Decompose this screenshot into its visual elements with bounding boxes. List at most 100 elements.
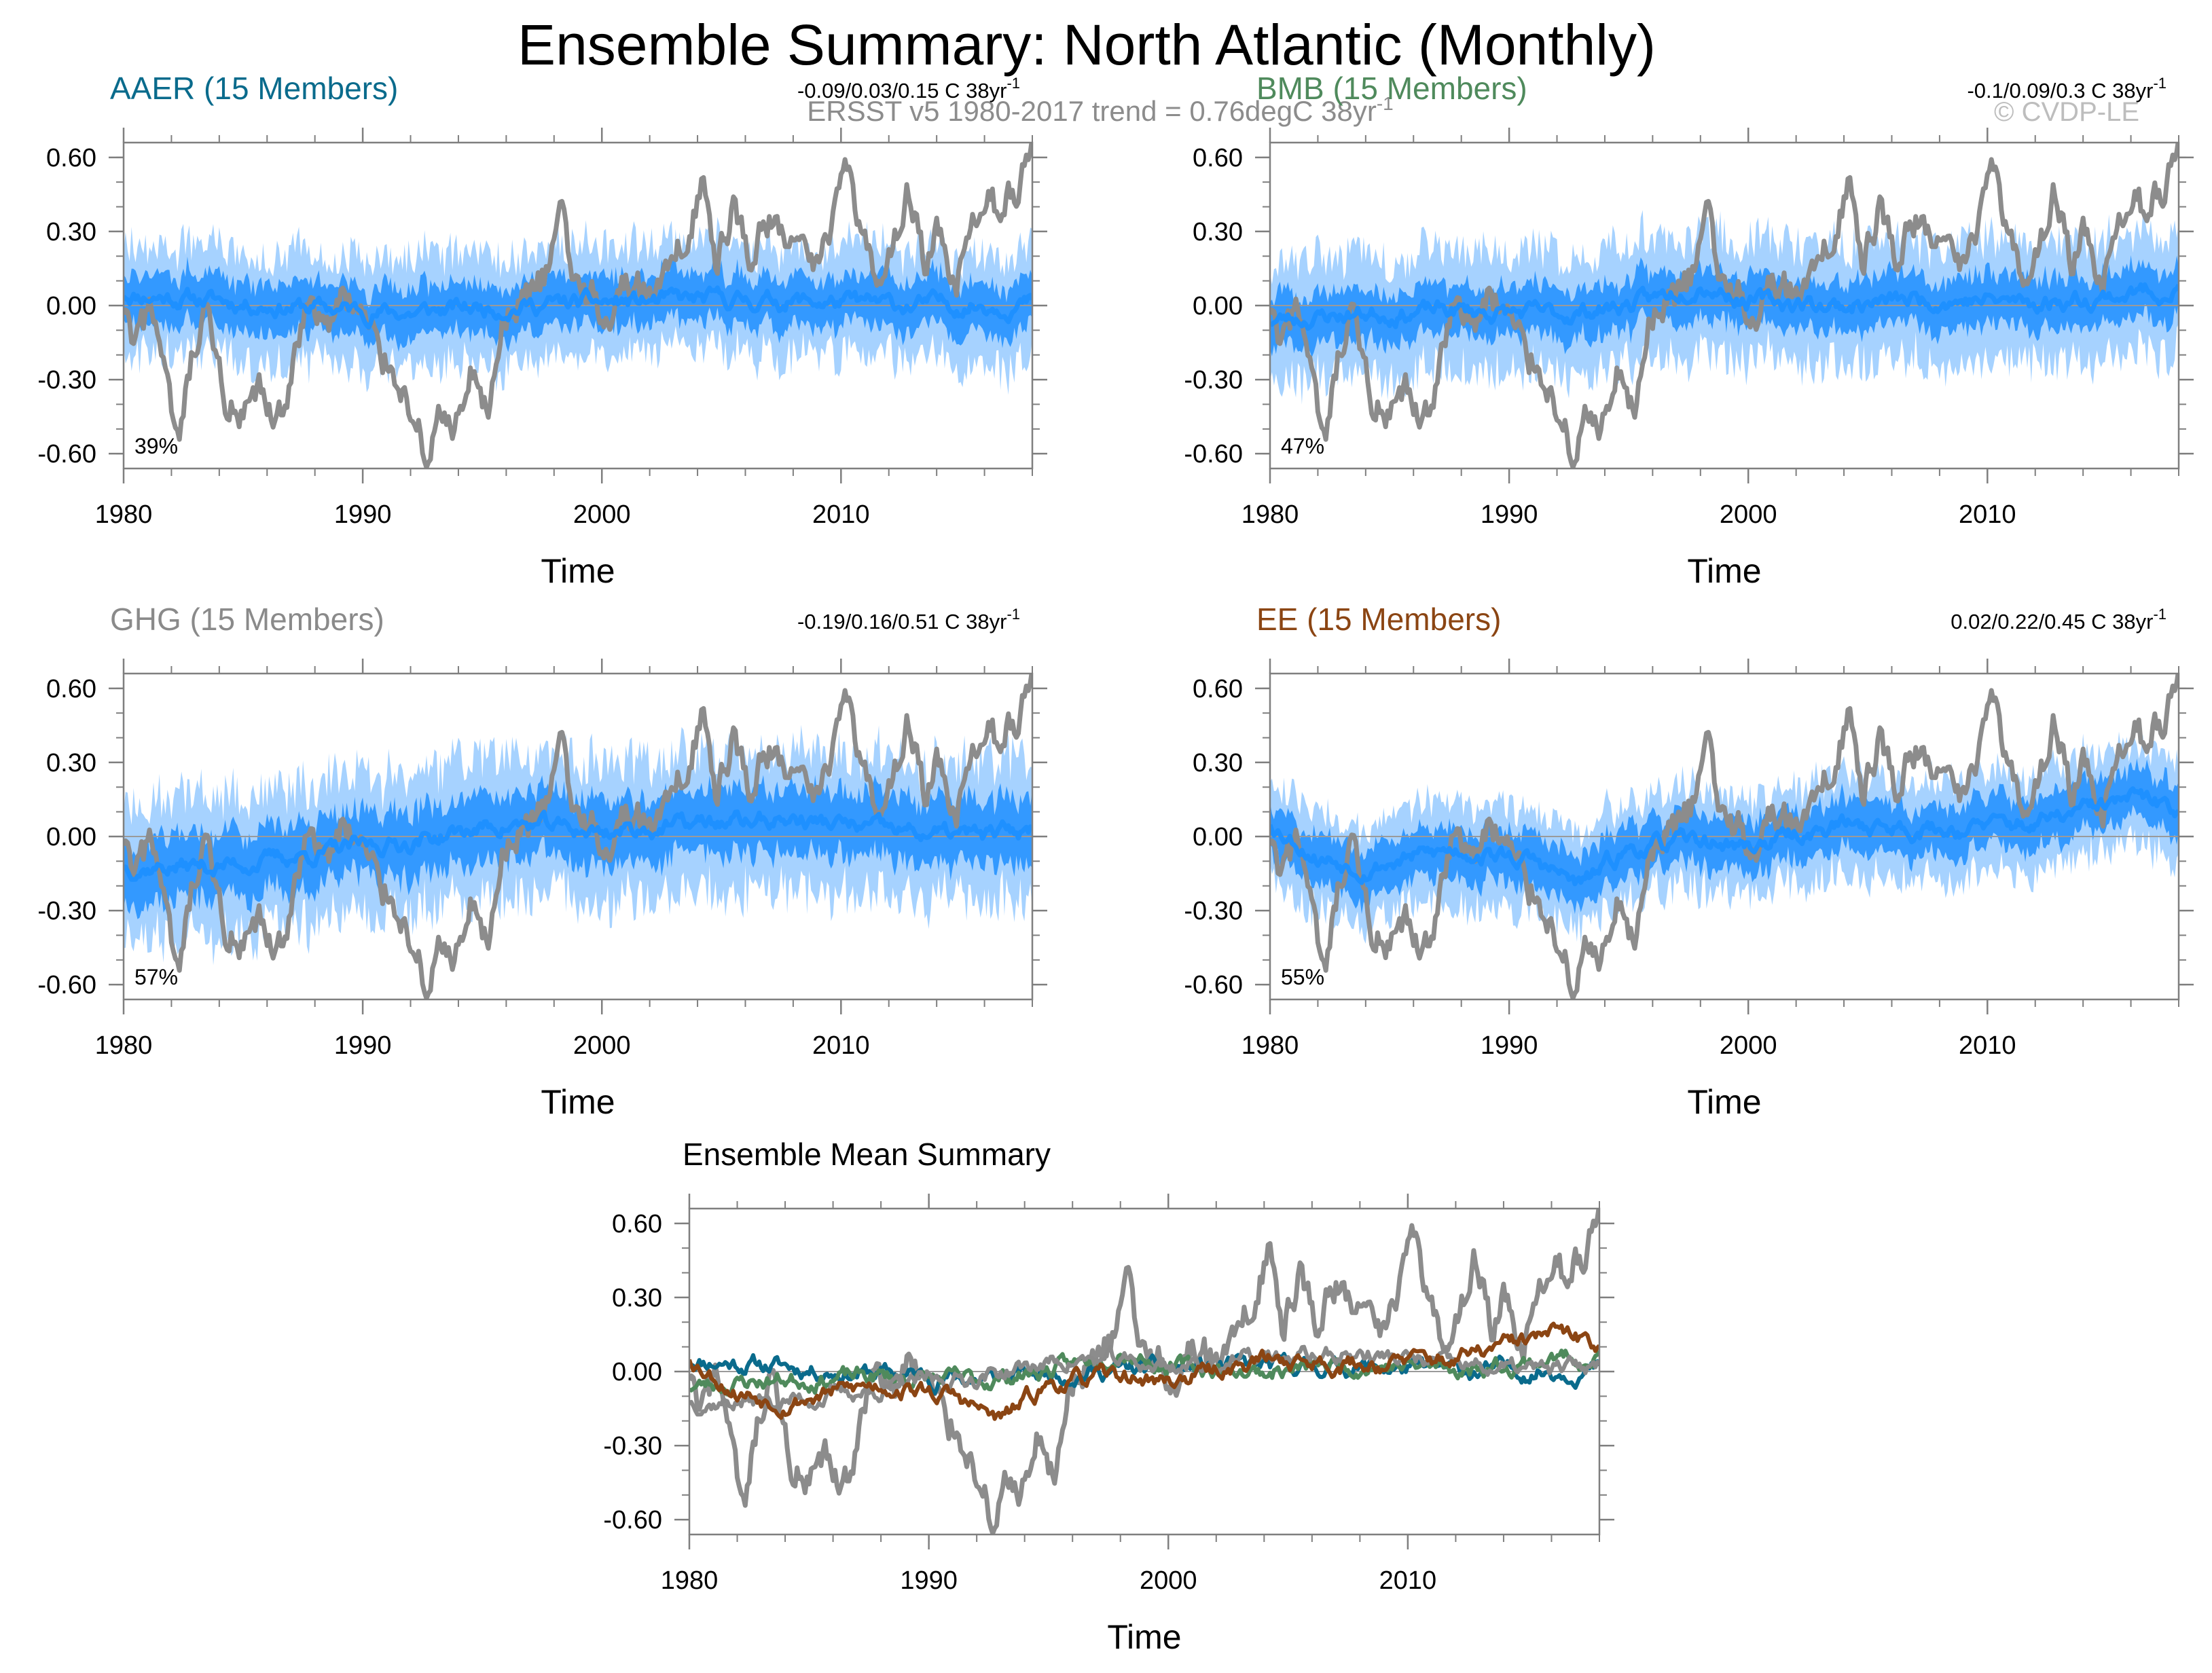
y-tick-label: 0.00 bbox=[46, 823, 96, 851]
figure-title: Ensemble Summary: North Atlantic (Monthl… bbox=[518, 13, 1656, 77]
observation-trend-sup: -1 bbox=[1377, 93, 1394, 114]
y-tick-label: 0.60 bbox=[1193, 675, 1243, 703]
ensemble-mean-line bbox=[1270, 282, 2179, 331]
x-axis-title: Time bbox=[1107, 1618, 1181, 1656]
trend-label-text: -0.1/0.09/0.3 C 38yr bbox=[1967, 79, 2153, 103]
x-tick-label: 1990 bbox=[1481, 1031, 1538, 1060]
percent-label: 39% bbox=[134, 434, 178, 458]
panel-subtitle: AAER (15 Members) bbox=[110, 71, 398, 106]
ensemble-mean-line-ee bbox=[689, 1321, 1599, 1421]
x-tick-label: 1980 bbox=[1241, 500, 1299, 529]
plot-area bbox=[124, 143, 1032, 468]
y-tick-label: -0.30 bbox=[37, 366, 96, 394]
x-axis-title: Time bbox=[1687, 552, 1761, 590]
panels: 0.60 0.30 0.00 -0.30 -0.60 1980 1990 2000 2010 Ti… bbox=[37, 71, 2194, 1656]
y-tick-label: 0.30 bbox=[1193, 749, 1243, 777]
x-tick-label: 1980 bbox=[1241, 1031, 1299, 1060]
x-tick-label: 1980 bbox=[95, 1031, 153, 1060]
percent-label: 55% bbox=[1281, 965, 1324, 989]
x-tick-label: 1990 bbox=[900, 1566, 958, 1595]
trend-label-text: -0.09/0.03/0.15 C 38yr bbox=[797, 79, 1007, 103]
trend-label-sup: -1 bbox=[2153, 606, 2166, 623]
y-tick-label: -0.60 bbox=[1184, 440, 1243, 468]
x-axis-title: Time bbox=[541, 552, 615, 590]
y-tick-label: -0.60 bbox=[37, 971, 96, 999]
x-tick-label: 2000 bbox=[573, 500, 631, 529]
trend-label: 0.02/0.22/0.45 C 38yr-1 bbox=[1951, 606, 2166, 633]
ensemble-mean-line bbox=[124, 285, 1032, 330]
x-tick-label: 2000 bbox=[573, 1031, 631, 1060]
panel-ee: 0.60 0.30 0.00 -0.30 -0.60 1980 1990 2000 2010 Ti… bbox=[1184, 602, 2194, 1121]
x-tick-label: 1990 bbox=[1481, 500, 1538, 529]
y-tick-label: 0.30 bbox=[46, 218, 96, 246]
x-tick-label: 2000 bbox=[1140, 1566, 1197, 1595]
x-tick-label: 2010 bbox=[1959, 1031, 2016, 1060]
x-axis-title: Time bbox=[1687, 1083, 1761, 1121]
trend-label-text: 0.02/0.22/0.45 C 38yr bbox=[1951, 610, 2153, 633]
panel-ghg: 0.60 0.30 0.00 -0.30 -0.60 1980 1990 2000 2010 Ti… bbox=[37, 602, 1047, 1121]
panel-aaer: 0.60 0.30 0.00 -0.30 -0.60 1980 1990 2000 2010 Ti… bbox=[37, 71, 1047, 590]
percent-label: 57% bbox=[134, 965, 178, 989]
y-tick-label: 0.00 bbox=[1193, 823, 1243, 851]
spread-10-90-band bbox=[124, 775, 1032, 919]
panel-subtitle: EE (15 Members) bbox=[1256, 602, 1501, 637]
spread-10-90-band bbox=[1270, 255, 2179, 358]
ensemble-mean-line bbox=[1270, 786, 2179, 887]
x-tick-label: 2010 bbox=[812, 1031, 870, 1060]
plot-area bbox=[689, 1209, 1599, 1534]
y-tick-label: 0.60 bbox=[1193, 144, 1243, 172]
x-tick-label: 1980 bbox=[95, 500, 153, 529]
trend-label-sup: -1 bbox=[1007, 75, 1020, 92]
x-tick-label: 1980 bbox=[661, 1566, 719, 1595]
y-tick-label: 0.30 bbox=[46, 749, 96, 777]
y-tick-label: -0.30 bbox=[1184, 897, 1243, 925]
trend-label: -0.19/0.16/0.51 C 38yr-1 bbox=[797, 606, 1020, 633]
x-axis-title: Time bbox=[541, 1083, 615, 1121]
copyright-label: © CVDP-LE bbox=[1994, 97, 2139, 127]
y-tick-label: 0.00 bbox=[1193, 292, 1243, 320]
y-tick-label: -0.30 bbox=[37, 897, 96, 925]
panel-bmb: 0.60 0.30 0.00 -0.30 -0.60 1980 1990 2000 2010 Ti… bbox=[1184, 71, 2194, 590]
observation-trend-text: ERSST v5 1980-2017 trend = 0.76degC 38yr bbox=[807, 95, 1377, 127]
panel-mean: 0.60 0.30 0.00 -0.30 -0.60 1980 1990 2000 2010 Ti… bbox=[603, 1137, 1614, 1656]
y-tick-label: 0.60 bbox=[46, 144, 96, 172]
panel-subtitle: BMB (15 Members) bbox=[1256, 71, 1527, 106]
trend-label-sup: -1 bbox=[1007, 606, 1020, 623]
x-tick-label: 2010 bbox=[812, 500, 870, 529]
trend-label: -0.1/0.09/0.3 C 38yr-1 bbox=[1967, 75, 2166, 103]
trend-label: -0.09/0.03/0.15 C 38yr-1 bbox=[797, 75, 1020, 103]
y-tick-label: 0.00 bbox=[46, 292, 96, 320]
trend-label-sup: -1 bbox=[2153, 75, 2166, 92]
ensemble-mean-line-ghg bbox=[689, 1344, 1599, 1417]
y-tick-label: 0.30 bbox=[1193, 218, 1243, 246]
ensemble-mean-line bbox=[124, 809, 1032, 882]
y-tick-label: 0.60 bbox=[46, 675, 96, 703]
x-tick-label: 2000 bbox=[1720, 500, 1777, 529]
x-tick-label: 2010 bbox=[1959, 500, 2016, 529]
y-tick-label: -0.30 bbox=[603, 1432, 662, 1460]
y-tick-label: 0.00 bbox=[612, 1358, 662, 1386]
observation-line bbox=[1270, 143, 2179, 468]
observation-line bbox=[124, 143, 1032, 468]
x-tick-label: 2010 bbox=[1379, 1566, 1437, 1595]
plot-area bbox=[1270, 674, 2179, 999]
y-tick-label: -0.60 bbox=[1184, 971, 1243, 999]
y-tick-label: -0.60 bbox=[37, 440, 96, 468]
x-tick-label: 1990 bbox=[334, 1031, 392, 1060]
plot-area bbox=[124, 674, 1032, 999]
panel-subtitle: Ensemble Mean Summary bbox=[683, 1137, 1051, 1172]
x-tick-label: 2000 bbox=[1720, 1031, 1777, 1060]
y-tick-label: -0.30 bbox=[1184, 366, 1243, 394]
y-tick-label: 0.30 bbox=[612, 1284, 662, 1312]
x-tick-label: 1990 bbox=[334, 500, 392, 529]
percent-label: 47% bbox=[1281, 434, 1324, 458]
y-tick-label: 0.60 bbox=[612, 1210, 662, 1238]
trend-label-text: -0.19/0.16/0.51 C 38yr bbox=[797, 610, 1007, 633]
plot-area bbox=[1270, 143, 2179, 468]
observation-line bbox=[1270, 674, 2179, 999]
observation-trend-note: ERSST v5 1980-2017 trend = 0.76degC 38yr… bbox=[807, 93, 1394, 127]
panel-subtitle: GHG (15 Members) bbox=[110, 602, 384, 637]
y-tick-label: -0.60 bbox=[603, 1506, 662, 1534]
